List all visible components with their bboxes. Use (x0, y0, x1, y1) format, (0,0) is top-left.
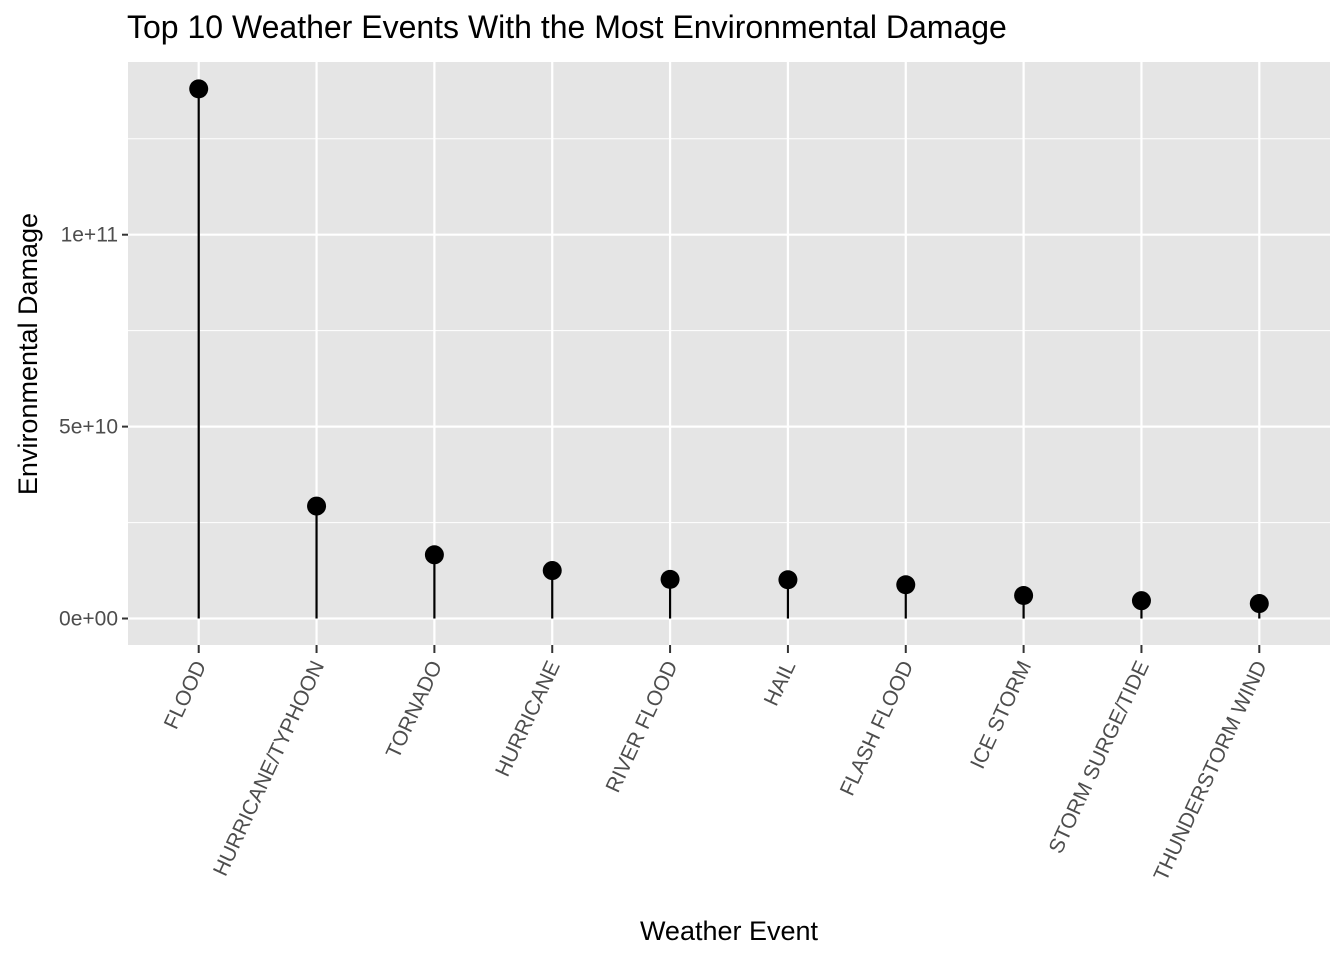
x-tick-label: HAIL (760, 657, 801, 709)
data-point (1131, 591, 1151, 611)
x-tick-label: TORNADO (382, 657, 447, 762)
y-axis-title: Environmental Damage (13, 213, 43, 495)
data-point (542, 561, 562, 581)
x-tick-label: ICE STORM (966, 657, 1036, 772)
x-tick-label: STORM SURGE/TIDE (1045, 657, 1154, 857)
x-tick-label: THUNDERSTORM WIND (1150, 657, 1272, 884)
x-tick-label: RIVER FLOOD (602, 657, 683, 796)
chart-title: Top 10 Weather Events With the Most Envi… (127, 9, 1007, 45)
y-axis: 0e+00 5e+10 1e+11 (59, 224, 128, 631)
points (189, 79, 1269, 614)
y-tick-label: 5e+10 (59, 416, 118, 439)
x-tick-label: FLOOD (160, 657, 211, 732)
plot-panel (128, 62, 1330, 645)
data-point (660, 569, 680, 589)
data-point (1249, 594, 1269, 614)
x-tick-label: HURRICANE (491, 657, 565, 780)
data-point (1014, 585, 1034, 605)
data-point (424, 545, 444, 565)
y-tick-label: 0e+00 (59, 608, 118, 631)
minor-grid (128, 138, 1330, 524)
x-tick-label: HURRICANE/TYPHOON (209, 657, 329, 879)
data-point (896, 575, 916, 595)
data-point (778, 570, 798, 590)
data-point (307, 496, 327, 516)
data-point (189, 79, 209, 99)
y-tick-label: 1e+11 (61, 224, 118, 247)
x-tick-label: FLASH FLOOD (836, 657, 918, 799)
x-axis-title: Weather Event (640, 916, 819, 946)
major-grid (128, 62, 1330, 645)
